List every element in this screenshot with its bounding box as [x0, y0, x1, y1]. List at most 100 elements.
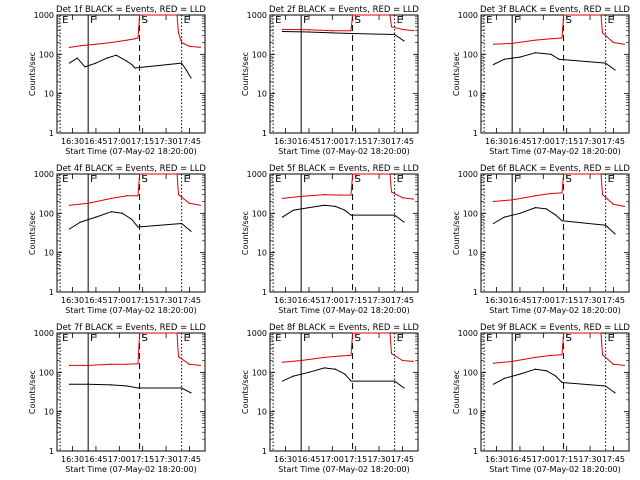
events-point	[503, 377, 505, 380]
y-tick-label: 10	[44, 408, 54, 417]
marker-label: S	[142, 15, 148, 26]
events-point	[503, 58, 505, 60]
x-tick-label: 17:45	[178, 455, 201, 464]
y-tick-label: 1	[262, 129, 267, 138]
x-tick-label: 17:15	[131, 455, 154, 464]
y-tick-label: 100	[39, 50, 54, 59]
lld-point	[176, 173, 178, 175]
lld-point	[137, 363, 139, 365]
lld-point	[562, 173, 565, 175]
x-tick-label: 16:30	[274, 455, 297, 464]
events-series-line	[282, 31, 405, 42]
events-point	[190, 230, 192, 232]
y-axis-label: Counts/sec	[241, 370, 250, 414]
events-point	[126, 385, 128, 387]
lld-point	[534, 39, 537, 41]
lld-point	[492, 200, 495, 203]
panel-title: Det 6f BLACK = Events, RED = LLD	[480, 164, 630, 174]
y-axis-label: Counts/sec	[28, 370, 37, 414]
lld-point	[126, 39, 128, 41]
x-axis-label: Start Time (07-May-02 18:20:00)	[278, 147, 409, 156]
marker-label: E	[397, 15, 403, 26]
marker-label: E	[184, 15, 190, 26]
panel-title: Det 3f BLACK = Events, RED = LLD	[480, 5, 630, 15]
events-point	[292, 209, 294, 211]
x-tick-label: 17:45	[391, 137, 414, 146]
events-point	[115, 54, 117, 56]
marker-label: F	[90, 174, 96, 185]
events-point	[614, 69, 616, 71]
lld-point	[199, 364, 201, 367]
events-point	[545, 208, 548, 210]
lld-point	[562, 14, 565, 16]
x-tick-label: 17:30	[368, 455, 391, 464]
marker-label: E	[486, 333, 492, 344]
detector-panel: Det 3f BLACK = Events, RED = LLD 1 10 100 10…	[452, 5, 630, 156]
y-axis-label: Counts/sec	[452, 211, 461, 255]
y-tick-label: 1	[473, 447, 478, 456]
events-point	[121, 212, 124, 214]
x-tick-label: 16:45	[508, 296, 531, 305]
events-point	[534, 206, 537, 209]
lld-point	[623, 364, 625, 367]
y-axis-label: Counts/sec	[28, 211, 37, 255]
lld-point	[351, 332, 354, 334]
events-point	[561, 220, 563, 222]
events-point	[545, 370, 548, 372]
lld-point	[390, 191, 393, 193]
panel-title: Det 4f BLACK = Events, RED = LLD	[56, 164, 206, 174]
marker-label: S	[142, 174, 148, 185]
events-point	[68, 62, 71, 64]
events-point	[534, 52, 537, 54]
lld-point	[600, 173, 602, 175]
y-axis-label: Counts/sec	[28, 52, 37, 96]
marker-label: E	[62, 15, 68, 26]
lld-point	[350, 354, 352, 356]
y-tick-label: 1	[473, 129, 478, 138]
x-tick-label: 16:45	[297, 296, 320, 305]
x-tick-label: 17:00	[532, 455, 555, 464]
y-tick-label: 100	[39, 209, 54, 218]
x-tick-label: 16:30	[485, 455, 508, 464]
detector-panel: Det 4f BLACK = Events, RED = LLD 1 10 100 10…	[28, 164, 206, 315]
lld-point	[138, 173, 141, 175]
marker-label: S	[355, 333, 361, 344]
lld-point	[389, 14, 391, 16]
x-tick-label: 17:45	[602, 137, 625, 146]
events-point	[614, 392, 616, 394]
marker-label: F	[303, 174, 309, 185]
x-axis-label: Start Time (07-May-02 18:20:00)	[278, 465, 409, 474]
events-point	[605, 385, 607, 387]
x-tick-label: 17:30	[155, 455, 178, 464]
events-point	[190, 77, 192, 79]
events-point	[181, 387, 183, 389]
events-point	[323, 204, 326, 206]
events-point	[308, 206, 310, 209]
events-point	[605, 62, 607, 64]
lld-point	[138, 332, 141, 334]
events-point	[131, 218, 133, 221]
lld-point	[600, 14, 602, 16]
marker-label: S	[355, 15, 361, 26]
y-tick-label: 1	[49, 447, 54, 456]
lld-point	[110, 41, 113, 44]
lld-point	[601, 193, 604, 196]
lld-point	[351, 14, 354, 16]
events-point	[137, 387, 139, 389]
x-axis-label: Start Time (07-May-02 18:20:00)	[489, 306, 620, 315]
lld-point	[339, 355, 341, 357]
marker-label: E	[184, 174, 190, 185]
x-tick-label: 17:30	[368, 296, 391, 305]
lld-point	[412, 198, 414, 200]
x-tick-label: 17:00	[321, 296, 344, 305]
events-point	[394, 33, 396, 36]
x-tick-label: 16:30	[485, 296, 508, 305]
lld-point	[177, 356, 180, 358]
lld-point	[323, 356, 326, 358]
plot-frame	[269, 332, 419, 452]
lld-point	[323, 193, 326, 196]
events-point	[394, 214, 396, 216]
events-point	[131, 63, 133, 66]
lld-point	[561, 37, 563, 39]
panel-title: Det 2f BLACK = Events, RED = LLD	[269, 5, 419, 15]
